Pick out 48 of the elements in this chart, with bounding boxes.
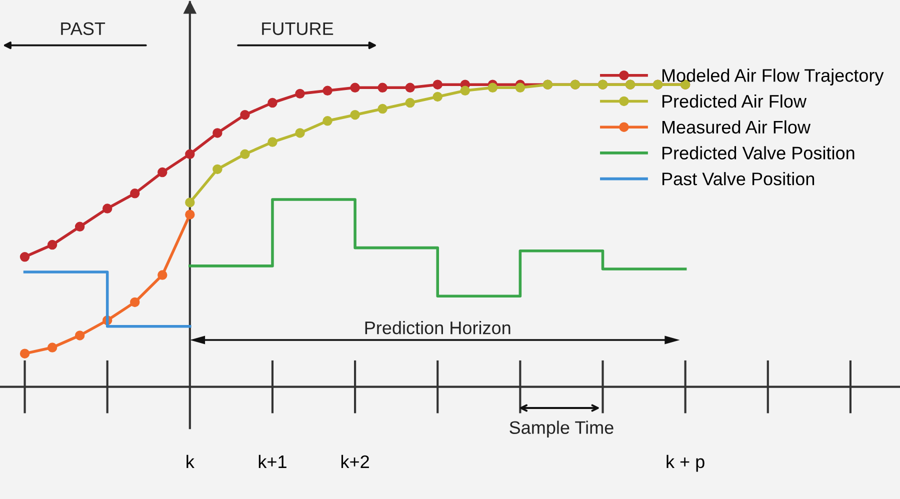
point (102, 204, 112, 214)
point (47, 240, 58, 250)
point (158, 270, 168, 280)
point (432, 80, 442, 90)
legend-label: Modeled Air Flow Trajectory (662, 68, 884, 86)
text: PAST (61, 22, 106, 36)
x-tick-label: k+2 (341, 454, 369, 468)
point (240, 149, 250, 159)
point (350, 110, 360, 120)
point (405, 82, 415, 93)
point (350, 82, 360, 93)
point (295, 88, 305, 99)
legend-label: Predicted Air Flow (662, 94, 807, 108)
legend-label: Measured Air Flow (662, 120, 811, 134)
point (185, 198, 195, 208)
point (185, 149, 195, 159)
point (295, 128, 305, 138)
point (20, 252, 30, 262)
point (240, 110, 250, 120)
point (130, 188, 140, 198)
point (322, 86, 332, 96)
x-tick-label: k (186, 454, 194, 468)
point (212, 164, 222, 174)
annotation: Prediction Horizon (365, 320, 510, 334)
point (268, 98, 278, 108)
legend-label: Predicted Valve Position (662, 146, 854, 160)
point (185, 210, 195, 220)
point (460, 86, 470, 96)
point (378, 82, 388, 93)
x-tick-label: k+1 (258, 454, 286, 468)
point (20, 348, 30, 358)
point (158, 167, 168, 178)
point (268, 137, 278, 147)
text: Sample Time (510, 420, 614, 438)
point (488, 82, 498, 93)
legend-label: Past Valve Position (662, 172, 814, 186)
point (322, 116, 332, 126)
point (515, 82, 526, 93)
point (130, 297, 140, 308)
point (432, 92, 442, 102)
point (47, 342, 58, 352)
text: FUTURE (262, 22, 334, 36)
point (74, 222, 85, 232)
point (378, 104, 388, 114)
point (405, 98, 415, 108)
point (74, 330, 85, 340)
x-tick-label: k + p (666, 454, 704, 472)
point (212, 128, 222, 138)
